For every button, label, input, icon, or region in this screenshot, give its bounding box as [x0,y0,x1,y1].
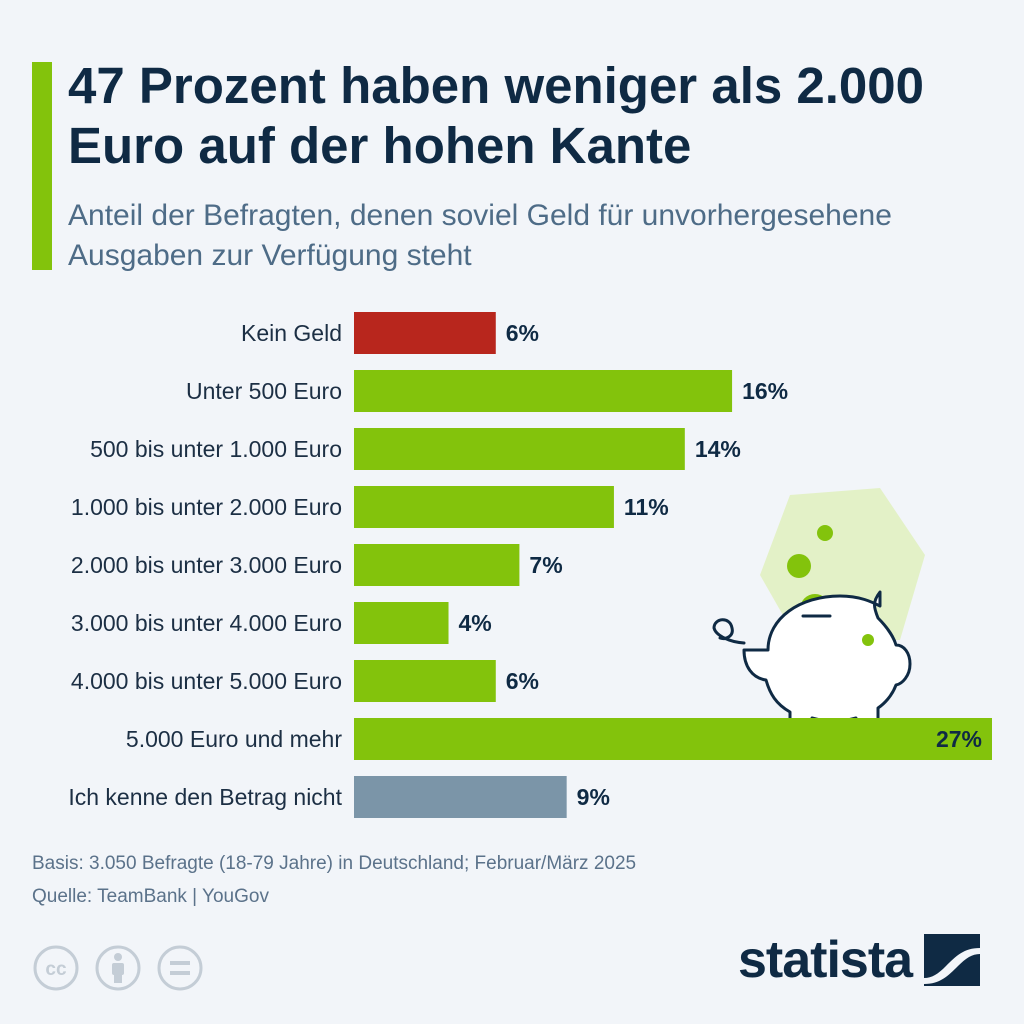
bar-chart: Kein Geld 6% Unter 500 Euro 16% 500 bis unte… [68,312,992,818]
value-label: 9% [577,784,610,810]
bar-3 [354,486,614,528]
statista-logo-icon [924,934,981,986]
chart-title: 47 Prozent haben weniger als 2.000 Euro … [68,57,925,174]
cc-license-icon[interactable]: cc [32,944,80,992]
license-icons: cc [32,944,204,992]
svg-text:cc: cc [45,959,67,980]
value-label: 11% [624,494,669,520]
bar-1 [354,370,733,412]
value-label: 4% [459,610,492,636]
category-label: Kein Geld [241,320,342,346]
value-label: 14% [695,436,741,462]
bar-4 [354,544,520,586]
chart-subtitle: Anteil der Befragten, denen soviel Geld … [68,199,892,272]
value-label: 7% [529,552,562,578]
category-label: 500 bis unter 1.000 Euro [90,436,342,462]
category-label: 1.000 bis unter 2.000 Euro [71,494,342,520]
value-label: 6% [506,668,539,694]
brand-name: statista [738,931,913,989]
category-label: 3.000 bis unter 4.000 Euro [71,610,342,636]
category-label: 4.000 bis unter 5.000 Euro [71,668,342,694]
category-label: Ich kenne den Betrag nicht [68,784,342,810]
no-derivatives-icon[interactable] [156,944,204,992]
category-label: Unter 500 Euro [186,378,342,404]
chart-basis-note: Basis: 3.050 Befragte (18-79 Jahre) in D… [32,853,637,874]
bar-2 [354,428,685,470]
value-label: 16% [742,378,788,404]
piggy-bank-icon [712,488,925,732]
title-accent-bar [32,62,52,270]
statista-brand[interactable]: statista [738,930,981,990]
bar-8 [354,776,567,818]
category-label: 5.000 Euro und mehr [126,726,342,752]
attribution-icon[interactable] [94,944,142,992]
value-label: 27% [936,726,982,752]
category-label: 2.000 bis unter 3.000 Euro [71,552,342,578]
bar-7 [354,718,992,760]
bar-0 [354,312,496,354]
chart-source-note: Quelle: TeamBank | YouGov [32,886,269,907]
bar-5 [354,602,449,644]
value-label: 6% [506,320,539,346]
bar-6 [354,660,496,702]
